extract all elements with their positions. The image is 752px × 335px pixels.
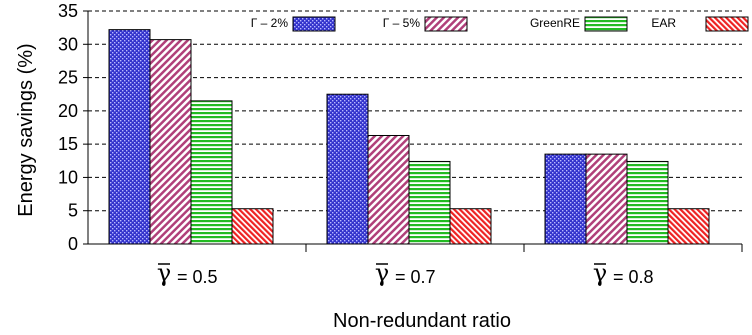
gamma-symbol: γ xyxy=(375,259,389,287)
bar xyxy=(667,208,710,245)
bar xyxy=(544,153,587,245)
legend-item: EAR xyxy=(651,16,749,32)
category-label: γ = 0.8 xyxy=(593,259,654,287)
y-tick-label: 0 xyxy=(68,234,78,254)
legend-label: Γ – 5% xyxy=(383,16,421,30)
bar xyxy=(449,208,492,245)
bar xyxy=(190,100,233,245)
bar xyxy=(626,160,669,245)
legend-swatch xyxy=(292,16,336,32)
y-tick-label: 15 xyxy=(58,134,78,154)
bar xyxy=(149,39,192,245)
gamma-symbol: γ xyxy=(157,259,171,287)
y-tick-labels: 0 5 10 15 20 25 30 35 xyxy=(58,1,78,254)
legend-swatch xyxy=(584,16,628,32)
legend-item: GreenRE xyxy=(530,16,628,32)
y-tick-label: 10 xyxy=(58,167,78,187)
bar xyxy=(231,208,274,245)
y-tick-label: 20 xyxy=(58,101,78,121)
category-label: γ = 0.7 xyxy=(375,259,436,287)
legend-item: Γ – 5% xyxy=(383,16,468,32)
y-tick-label: 30 xyxy=(58,34,78,54)
bar xyxy=(108,29,151,245)
axes xyxy=(83,10,743,252)
bar xyxy=(408,160,451,245)
legend-label: GreenRE xyxy=(530,16,580,30)
bar xyxy=(585,153,628,245)
y-tick-label: 35 xyxy=(58,1,78,21)
legend-item: Γ – 2% xyxy=(251,16,336,32)
y-axis-title: Energy savings (%) xyxy=(15,43,37,216)
legend-label: Γ – 2% xyxy=(251,16,289,30)
bar xyxy=(367,134,410,245)
category-labels: γ = 0.5 γ = 0.7 γ = 0.8 xyxy=(157,259,654,287)
category-value: = 0.8 xyxy=(613,267,654,287)
category-value: = 0.7 xyxy=(395,267,436,287)
legend-swatch xyxy=(424,16,468,32)
gamma-symbol: γ xyxy=(593,259,607,287)
bars xyxy=(108,29,710,245)
y-tick-label: 25 xyxy=(58,68,78,88)
category-label: γ = 0.5 xyxy=(157,259,218,287)
legend-label: EAR xyxy=(651,16,676,30)
category-value: = 0.5 xyxy=(177,267,218,287)
legend-swatch xyxy=(705,16,749,32)
legend: Γ – 2% Γ – 5% GreenRE EAR xyxy=(251,16,749,32)
bar xyxy=(326,93,369,245)
x-axis-title: Non-redundant ratio xyxy=(333,310,511,332)
y-tick-label: 5 xyxy=(68,201,78,221)
